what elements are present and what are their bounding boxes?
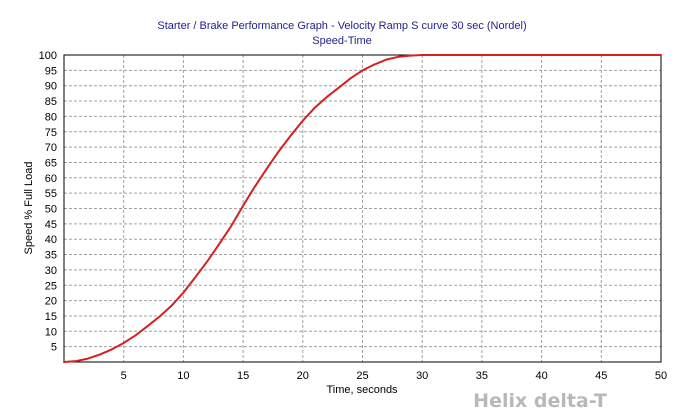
x-tick-label: 30 — [416, 370, 428, 382]
chart-subtitle: Speed-Time — [312, 35, 372, 47]
y-tick-label: 40 — [45, 234, 57, 246]
x-axis-label: Time, seconds — [326, 384, 398, 396]
y-tick-label: 5 — [51, 342, 57, 354]
y-tick-label: 35 — [45, 250, 57, 262]
y-tick-label: 60 — [45, 173, 57, 185]
x-tick-label: 5 — [121, 370, 127, 382]
y-tick-label: 80 — [45, 111, 57, 123]
y-tick-label: 50 — [45, 204, 57, 216]
x-tick-label: 15 — [237, 370, 249, 382]
series-line — [63, 54, 662, 363]
y-tick-label: 95 — [45, 65, 57, 77]
y-tick-label: 10 — [45, 326, 57, 338]
x-tick-label: 35 — [476, 370, 488, 382]
x-tick-label: 40 — [535, 370, 547, 382]
y-axis-label: Speed % Full Load — [23, 162, 35, 255]
x-tick-label: 10 — [177, 370, 189, 382]
y-tick-label: 15 — [45, 311, 57, 323]
y-tick-label: 100 — [39, 50, 57, 62]
x-tick-label: 25 — [356, 370, 368, 382]
watermark-text: Helix delta-T — [473, 390, 607, 412]
plot-area-frame — [63, 54, 662, 363]
y-tick-label: 75 — [45, 127, 57, 139]
tick-labels: 5 10 15 20 25 30 35 40 45 50 5 10 15 20 25 30 35 40 45 50 55… — [39, 50, 667, 382]
grid — [64, 55, 661, 362]
x-tick-label: 50 — [655, 370, 667, 382]
y-tick-label: 70 — [45, 142, 57, 154]
x-tick-label: 45 — [595, 370, 607, 382]
y-tick-label: 55 — [45, 188, 57, 200]
y-tick-label: 20 — [45, 296, 57, 308]
series-layer — [63, 54, 662, 363]
y-tick-label: 90 — [45, 81, 57, 93]
y-tick-label: 85 — [45, 96, 57, 108]
y-tick-label: 65 — [45, 157, 57, 169]
y-tick-label: 25 — [45, 280, 57, 292]
x-tick-label: 20 — [297, 370, 309, 382]
y-tick-label: 45 — [45, 219, 57, 231]
y-tick-label: 30 — [45, 265, 57, 277]
chart-title: Starter / Brake Performance Graph - Velo… — [157, 20, 526, 32]
